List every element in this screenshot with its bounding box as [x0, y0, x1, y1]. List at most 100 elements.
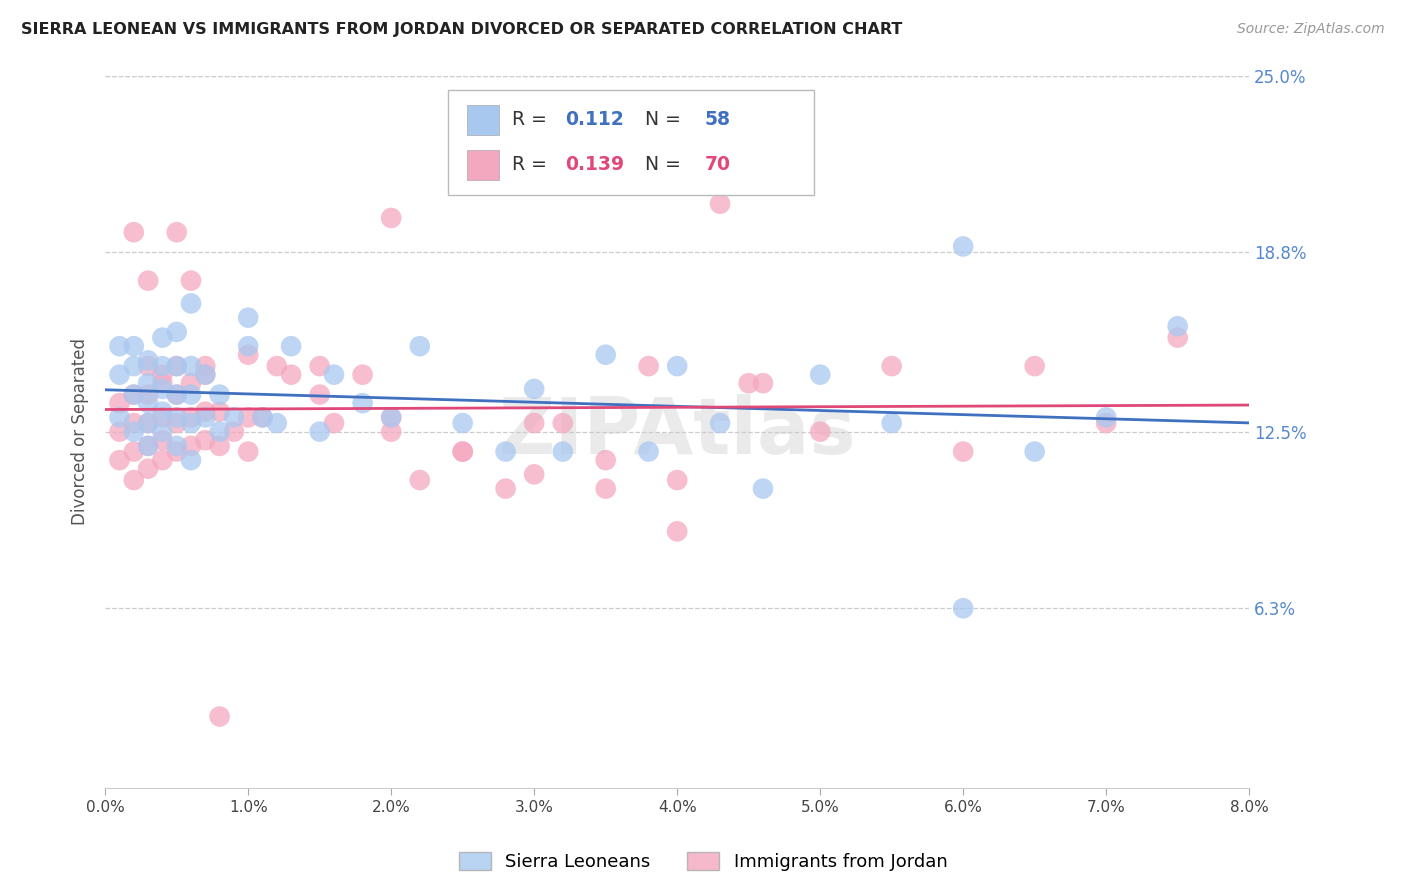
- Text: 70: 70: [704, 155, 731, 174]
- Point: [122, 444, 145, 458]
- Point: [323, 416, 346, 430]
- Point: [180, 359, 202, 373]
- Point: [380, 211, 402, 225]
- Point: [880, 359, 903, 373]
- Point: [238, 339, 260, 353]
- Point: [122, 473, 145, 487]
- Point: [180, 439, 202, 453]
- Point: [108, 396, 131, 410]
- Point: [752, 376, 775, 391]
- Point: [122, 387, 145, 401]
- Point: [323, 368, 346, 382]
- Point: [108, 339, 131, 353]
- Point: [252, 410, 274, 425]
- Point: [136, 376, 159, 391]
- Point: [166, 359, 188, 373]
- Point: [637, 359, 659, 373]
- Point: [136, 396, 159, 410]
- Point: [166, 359, 188, 373]
- Point: [136, 416, 159, 430]
- Point: [166, 410, 188, 425]
- Point: [136, 439, 159, 453]
- Point: [637, 444, 659, 458]
- Point: [709, 416, 731, 430]
- Point: [352, 396, 374, 410]
- Point: [808, 425, 831, 439]
- FancyBboxPatch shape: [467, 104, 499, 135]
- Point: [166, 444, 188, 458]
- Point: [280, 339, 302, 353]
- Point: [551, 416, 574, 430]
- Point: [523, 416, 546, 430]
- Point: [194, 359, 217, 373]
- Point: [152, 405, 174, 419]
- Point: [280, 368, 302, 382]
- Point: [495, 482, 517, 496]
- Point: [122, 416, 145, 430]
- Point: [495, 444, 517, 458]
- Y-axis label: Divorced or Separated: Divorced or Separated: [72, 338, 89, 525]
- Point: [208, 439, 231, 453]
- Text: R =: R =: [512, 111, 554, 129]
- Text: R =: R =: [512, 155, 554, 174]
- Point: [122, 425, 145, 439]
- Point: [166, 416, 188, 430]
- Point: [166, 387, 188, 401]
- Point: [1024, 359, 1046, 373]
- Point: [752, 482, 775, 496]
- Point: [180, 274, 202, 288]
- Point: [523, 382, 546, 396]
- Point: [180, 296, 202, 310]
- Point: [108, 425, 131, 439]
- Legend: Sierra Leoneans, Immigrants from Jordan: Sierra Leoneans, Immigrants from Jordan: [451, 845, 955, 879]
- Point: [380, 410, 402, 425]
- Point: [880, 416, 903, 430]
- Point: [551, 444, 574, 458]
- Point: [238, 410, 260, 425]
- Point: [451, 416, 474, 430]
- Point: [266, 359, 288, 373]
- Point: [666, 524, 689, 539]
- Point: [194, 368, 217, 382]
- Point: [952, 601, 974, 615]
- Point: [252, 410, 274, 425]
- Point: [308, 359, 330, 373]
- Point: [152, 453, 174, 467]
- Point: [208, 387, 231, 401]
- Point: [136, 387, 159, 401]
- Point: [266, 416, 288, 430]
- Text: N =: N =: [633, 111, 686, 129]
- Point: [238, 348, 260, 362]
- Point: [666, 473, 689, 487]
- Point: [136, 416, 159, 430]
- Point: [208, 709, 231, 723]
- Point: [166, 325, 188, 339]
- Point: [737, 376, 759, 391]
- Point: [709, 196, 731, 211]
- Point: [238, 310, 260, 325]
- Point: [108, 410, 131, 425]
- Point: [952, 239, 974, 253]
- Text: 0.139: 0.139: [565, 155, 624, 174]
- Point: [1167, 331, 1189, 345]
- Point: [222, 425, 245, 439]
- Point: [1167, 319, 1189, 334]
- Point: [1024, 444, 1046, 458]
- Point: [136, 274, 159, 288]
- Point: [208, 405, 231, 419]
- Point: [380, 425, 402, 439]
- Point: [136, 359, 159, 373]
- Point: [595, 482, 617, 496]
- Point: [152, 376, 174, 391]
- Point: [180, 416, 202, 430]
- Point: [108, 368, 131, 382]
- Point: [194, 433, 217, 447]
- Point: [1095, 416, 1118, 430]
- Point: [451, 444, 474, 458]
- Point: [523, 467, 546, 482]
- Point: [152, 331, 174, 345]
- Point: [152, 425, 174, 439]
- Point: [194, 405, 217, 419]
- Point: [166, 387, 188, 401]
- Point: [1095, 410, 1118, 425]
